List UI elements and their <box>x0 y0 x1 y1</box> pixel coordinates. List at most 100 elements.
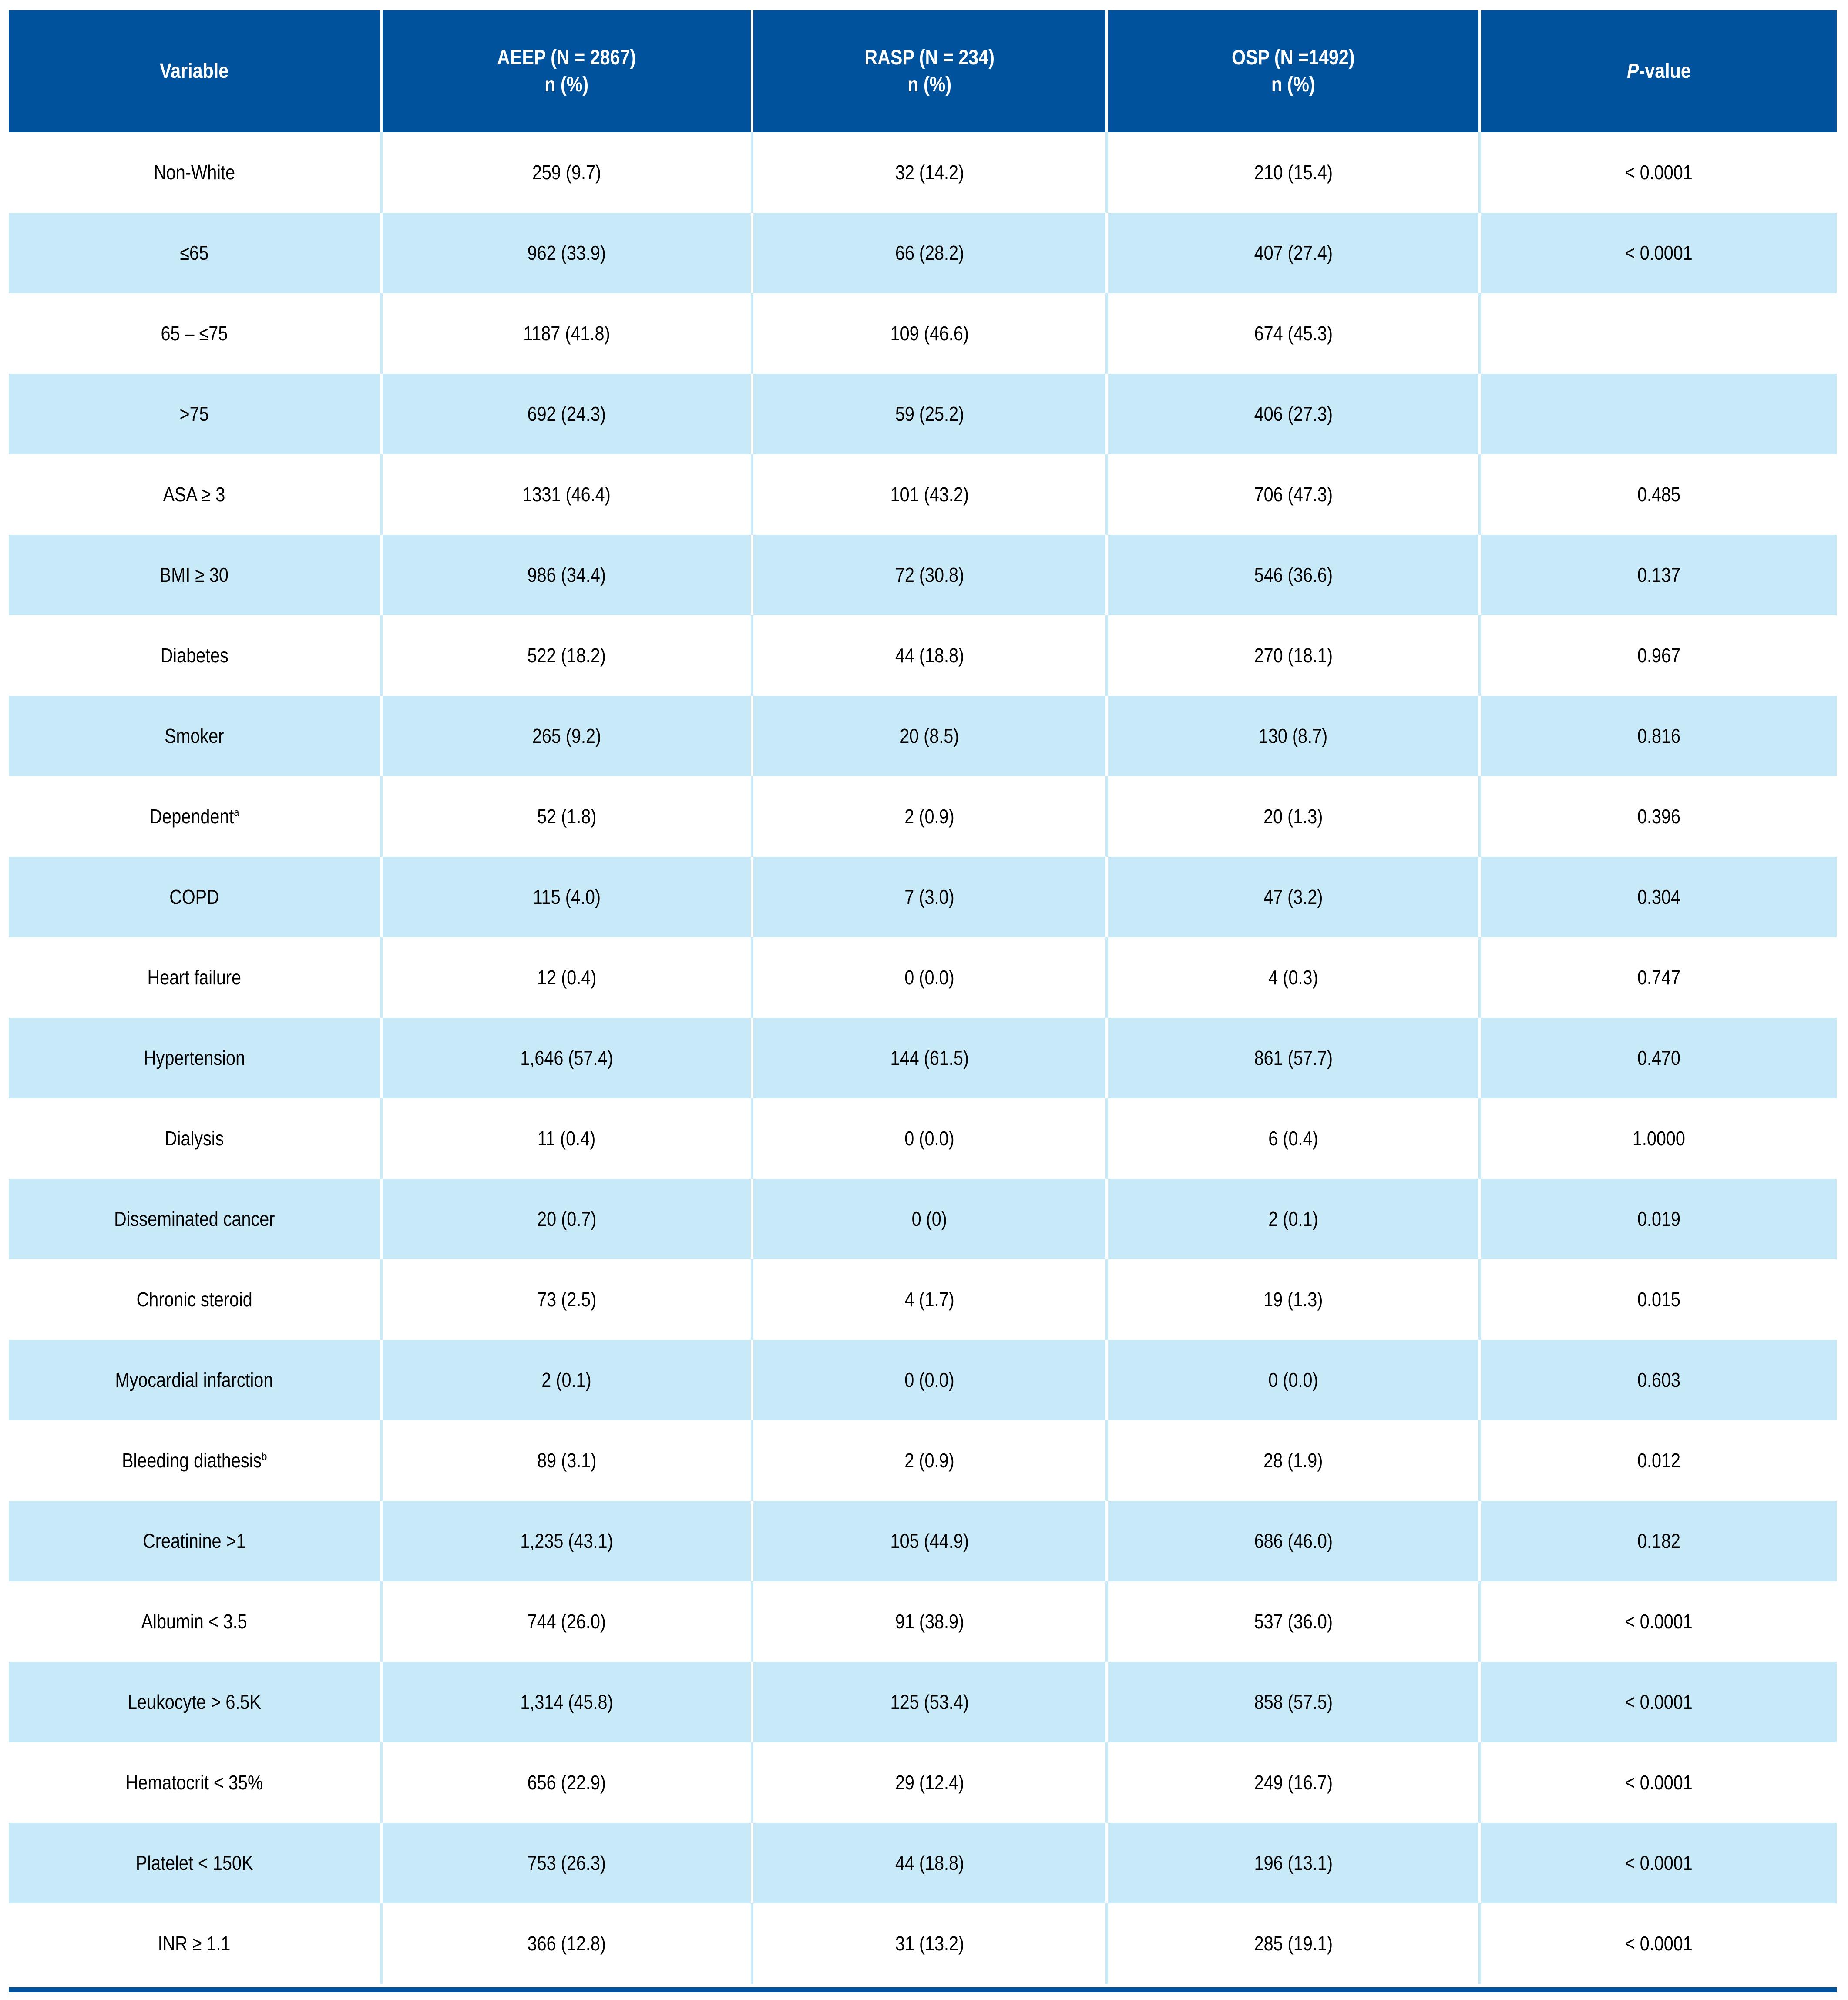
column-header-variable: Variable <box>9 10 380 132</box>
table-row: 65 – ≤75 1187 (41.8) 109 (46.6) 674 (45.3) <box>9 293 1837 374</box>
table-row: Albumin < 3.5 744 (26.0) 91 (38.9) 537 (36.… <box>9 1581 1837 1662</box>
row-value: 29 (12.4) <box>895 1771 964 1794</box>
row-value: < 0.0001 <box>1625 1771 1693 1794</box>
cell-osp: 706 (47.3) <box>1105 454 1478 535</box>
cell-pvalue: 0.019 <box>1478 1179 1837 1259</box>
row-value: < 0.0001 <box>1625 1690 1693 1713</box>
row-label: Dependenta <box>149 805 239 828</box>
cell-osp: 6 (0.4) <box>1105 1098 1478 1179</box>
column-header-osp: OSP (N =1492) n (%) <box>1105 10 1478 132</box>
cell-variable: BMI ≥ 30 <box>9 535 380 615</box>
row-value: 210 (15.4) <box>1254 161 1333 184</box>
table-row: ASA ≥ 3 1331 (46.4) 101 (43.2) 706 (47.3) 0.… <box>9 454 1837 535</box>
cell-aeep: 692 (24.3) <box>380 374 751 454</box>
cell-variable: COPD <box>9 857 380 937</box>
cell-pvalue: 0.304 <box>1478 857 1837 937</box>
cell-pvalue: < 0.0001 <box>1478 132 1837 213</box>
row-value: 265 (9.2) <box>532 724 601 747</box>
table-row: Leukocyte > 6.5K 1,314 (45.8) 125 (53.4) 85… <box>9 1662 1837 1742</box>
row-value: 1,314 (45.8) <box>520 1690 613 1713</box>
cell-pvalue: 0.747 <box>1478 937 1837 1018</box>
row-value: 0.137 <box>1637 563 1680 586</box>
table-row: Hypertension 1,646 (57.4) 144 (61.5) 861 (5… <box>9 1018 1837 1098</box>
cell-pvalue: < 0.0001 <box>1478 1903 1837 1984</box>
row-label: Diabetes <box>160 644 228 667</box>
cell-osp: 20 (1.3) <box>1105 776 1478 857</box>
row-value: < 0.0001 <box>1625 161 1693 184</box>
row-label: ASA ≥ 3 <box>163 483 225 506</box>
row-label: Myocardial infarction <box>115 1368 273 1391</box>
column-header-rasp: RASP (N = 234) n (%) <box>751 10 1105 132</box>
row-label: >75 <box>179 402 209 425</box>
row-value: < 0.0001 <box>1625 1932 1693 1955</box>
row-value: 753 (26.3) <box>527 1851 606 1874</box>
cell-pvalue: 0.816 <box>1478 696 1837 776</box>
row-value: 259 (9.7) <box>532 161 601 184</box>
cell-variable: >75 <box>9 374 380 454</box>
row-label: Chronic steroid <box>136 1288 252 1311</box>
cell-rasp: 125 (53.4) <box>751 1662 1105 1742</box>
row-value: 144 (61.5) <box>890 1046 969 1069</box>
footnote-marker: a <box>234 806 239 819</box>
row-value: 0.304 <box>1637 885 1680 908</box>
column-header-sublabel: n (%) <box>1271 73 1315 96</box>
row-value: 674 (45.3) <box>1254 322 1333 345</box>
column-header-label: OSP (N =1492) <box>1232 46 1355 69</box>
cell-rasp: 59 (25.2) <box>751 374 1105 454</box>
cell-aeep: 115 (4.0) <box>380 857 751 937</box>
row-value: 59 (25.2) <box>895 402 964 425</box>
cell-osp: 210 (15.4) <box>1105 132 1478 213</box>
cell-variable: Hematocrit < 35% <box>9 1742 380 1823</box>
cell-rasp: 91 (38.9) <box>751 1581 1105 1662</box>
cell-pvalue <box>1478 374 1837 454</box>
row-label: Bleeding diathesisb <box>121 1449 267 1472</box>
row-value: 105 (44.9) <box>890 1529 969 1552</box>
row-label: Albumin < 3.5 <box>141 1610 247 1633</box>
comparison-table: Variable AEEP (N = 2867) n (%) RASP (N =… <box>9 10 1837 1992</box>
cell-aeep: 744 (26.0) <box>380 1581 751 1662</box>
table-row: Chronic steroid 73 (2.5) 4 (1.7) 19 (1.3) 0.… <box>9 1259 1837 1340</box>
row-value: 72 (30.8) <box>895 563 964 586</box>
table-row: Creatinine >1 1,235 (43.1) 105 (44.9) 686 (… <box>9 1501 1837 1581</box>
table-row: INR ≥ 1.1 366 (12.8) 31 (13.2) 285 (19.1) < … <box>9 1903 1837 1984</box>
row-value: 406 (27.3) <box>1254 402 1333 425</box>
row-value: 0.015 <box>1637 1288 1680 1311</box>
cell-osp: 686 (46.0) <box>1105 1501 1478 1581</box>
row-value: 73 (2.5) <box>537 1288 597 1311</box>
cell-aeep: 89 (3.1) <box>380 1420 751 1501</box>
row-label: Creatinine >1 <box>143 1529 246 1552</box>
table-row: Platelet < 150K 753 (26.3) 44 (18.8) 196 (1… <box>9 1823 1837 1903</box>
row-label: Platelet < 150K <box>135 1851 253 1874</box>
table-row: Dependenta 52 (1.8) 2 (0.9) 20 (1.3) 0.396 <box>9 776 1837 857</box>
cell-pvalue: < 0.0001 <box>1478 1823 1837 1903</box>
row-value: 109 (46.6) <box>890 322 969 345</box>
row-value: 28 (1.9) <box>1263 1449 1323 1472</box>
row-value: 0.396 <box>1637 805 1680 828</box>
cell-variable: Bleeding diathesisb <box>9 1420 380 1501</box>
row-value: < 0.0001 <box>1625 241 1693 264</box>
cell-variable: Non-White <box>9 132 380 213</box>
row-value: 20 (1.3) <box>1263 805 1323 828</box>
cell-rasp: 7 (3.0) <box>751 857 1105 937</box>
row-value: 11 (0.4) <box>538 1127 596 1150</box>
column-header-label: Variable <box>160 59 229 83</box>
cell-aeep: 12 (0.4) <box>380 937 751 1018</box>
cell-variable: Chronic steroid <box>9 1259 380 1340</box>
row-value: 2 (0.9) <box>904 1449 954 1472</box>
column-header-sublabel: n (%) <box>544 73 589 96</box>
cell-aeep: 656 (22.9) <box>380 1742 751 1823</box>
row-value: 0.747 <box>1637 966 1680 989</box>
cell-pvalue: 0.015 <box>1478 1259 1837 1340</box>
row-value: 44 (18.8) <box>895 644 964 667</box>
row-value: 0.967 <box>1637 644 1680 667</box>
cell-rasp: 144 (61.5) <box>751 1018 1105 1098</box>
row-value: 706 (47.3) <box>1254 483 1333 506</box>
cell-aeep: 20 (0.7) <box>380 1179 751 1259</box>
cell-osp: 546 (36.6) <box>1105 535 1478 615</box>
cell-osp: 270 (18.1) <box>1105 615 1478 696</box>
row-value: 125 (53.4) <box>890 1690 969 1713</box>
row-value: 366 (12.8) <box>527 1932 606 1955</box>
cell-rasp: 31 (13.2) <box>751 1903 1105 1984</box>
cell-osp: 47 (3.2) <box>1105 857 1478 937</box>
row-value: 0 (0.0) <box>904 966 954 989</box>
